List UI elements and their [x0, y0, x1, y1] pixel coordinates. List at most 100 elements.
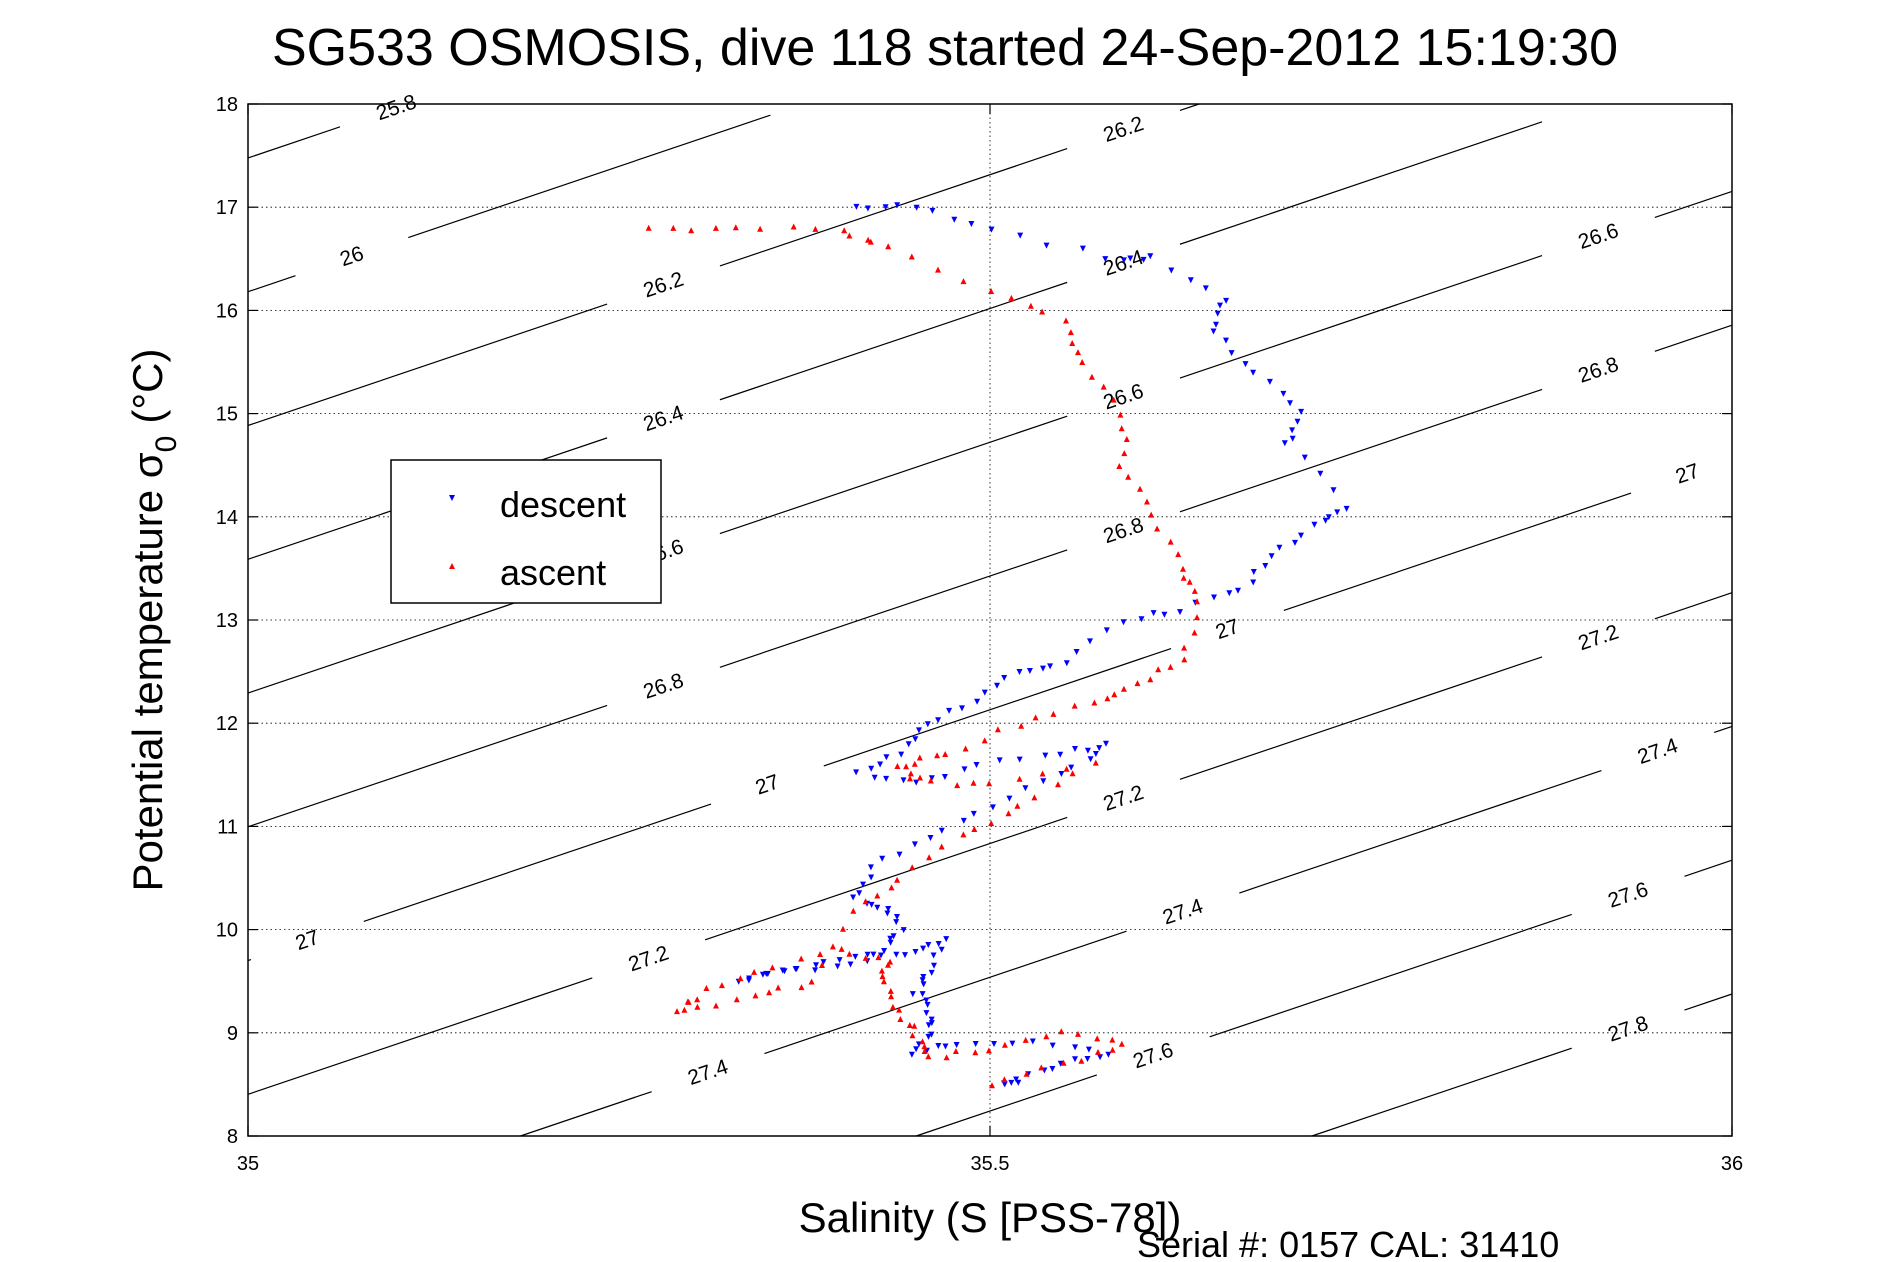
y-axis-label-unit: (°C)	[124, 349, 171, 424]
contour-line	[363, 803, 712, 923]
data-point-descent	[1211, 594, 1217, 601]
data-point-descent	[994, 682, 1000, 689]
data-point-ascent	[908, 253, 915, 260]
data-point-descent	[1280, 390, 1287, 397]
data-point-descent	[928, 1020, 935, 1027]
data-point-ascent	[907, 770, 914, 777]
data-point-descent	[902, 952, 908, 959]
contour-line	[915, 1074, 1098, 1137]
data-point-descent	[1040, 778, 1047, 785]
data-point-ascent	[1091, 699, 1098, 706]
data-point-ascent	[989, 1082, 995, 1089]
data-point-descent	[981, 689, 988, 696]
contour-line	[1179, 388, 1543, 513]
data-point-descent	[878, 952, 884, 959]
data-point-ascent	[867, 238, 874, 245]
data-point-ascent	[894, 763, 901, 769]
data-point-ascent	[943, 1054, 950, 1061]
contour-line	[823, 647, 1172, 767]
contour-line	[520, 1091, 652, 1137]
data-point-ascent	[862, 954, 869, 961]
data-point-ascent	[1014, 802, 1021, 809]
contour-line	[704, 816, 1068, 941]
data-point-descent	[864, 951, 871, 958]
data-point-descent	[874, 904, 881, 911]
data-point-descent	[925, 1033, 932, 1040]
data-point-ascent	[1016, 775, 1023, 782]
data-point-descent	[1016, 669, 1023, 675]
data-point-ascent	[819, 962, 825, 968]
data-point-ascent	[927, 777, 934, 784]
data-point-ascent	[1194, 614, 1200, 621]
data-point-descent	[1223, 297, 1230, 304]
data-point-ascent	[766, 989, 773, 996]
data-point-ascent	[1043, 1033, 1050, 1040]
data-point-descent	[820, 959, 827, 966]
data-point-ascent	[1027, 302, 1034, 309]
contour-line	[1179, 121, 1543, 245]
data-point-descent	[1047, 663, 1054, 670]
data-point-descent	[793, 966, 800, 972]
serial-calibration-footer: Serial #: 0157 CAL: 31410	[1137, 1224, 1559, 1262]
data-point-ascent	[888, 993, 895, 1000]
data-point-ascent	[1094, 1035, 1101, 1042]
contour-line	[719, 415, 1068, 535]
data-point-ascent	[1069, 770, 1076, 777]
x-tick-label: 35	[237, 1153, 259, 1175]
data-point-descent	[1072, 746, 1078, 752]
data-point-descent	[919, 991, 926, 998]
data-point-descent	[887, 935, 894, 942]
data-point-descent	[935, 1043, 942, 1049]
data-point-ascent	[757, 225, 764, 232]
data-point-ascent	[829, 943, 836, 950]
data-point-descent	[877, 761, 884, 768]
data-point-ascent	[1038, 1064, 1045, 1071]
y-tick-label: 17	[216, 197, 238, 219]
data-point-descent	[1087, 638, 1093, 645]
data-point-ascent	[888, 884, 895, 891]
data-point-ascent	[889, 1003, 896, 1010]
data-point-ascent	[718, 982, 725, 989]
data-point-descent	[928, 969, 935, 976]
data-point-ascent	[1088, 373, 1095, 380]
data-point-descent	[1294, 418, 1301, 425]
axis-ticks: 35 35.5 36 8 9 10 11 12 13 14 15 16 17 18	[216, 94, 1743, 1175]
data-point-descent	[1334, 509, 1341, 516]
data-point-descent	[881, 948, 888, 954]
data-point-descent	[879, 855, 886, 862]
data-point-descent	[1043, 242, 1050, 249]
contour-line	[719, 148, 1068, 267]
data-point-descent	[883, 754, 890, 761]
data-point-ascent	[737, 975, 744, 982]
data-point-ascent	[1181, 656, 1188, 663]
data-point-descent	[1084, 747, 1091, 754]
data-point-ascent	[874, 892, 881, 899]
data-point-ascent	[911, 760, 918, 767]
contour-line	[1179, 255, 1543, 379]
data-point-descent	[1049, 1066, 1056, 1072]
data-point-ascent	[1100, 383, 1107, 390]
data-point-ascent	[988, 820, 995, 827]
data-point-descent	[925, 1022, 932, 1029]
data-point-descent	[923, 997, 930, 1004]
data-point-descent	[885, 906, 892, 912]
data-point-descent	[928, 1016, 935, 1023]
data-point-ascent	[921, 1043, 928, 1050]
data-point-ascent	[732, 224, 739, 231]
data-point-descent	[1147, 253, 1154, 260]
x-axis-label: Salinity (S [PSS-78])	[799, 1194, 1182, 1241]
data-point-ascent	[1194, 598, 1200, 605]
data-point-ascent	[1031, 794, 1038, 801]
data-point-ascent	[688, 227, 695, 234]
data-point-ascent	[694, 1003, 701, 1010]
data-point-descent	[1097, 1054, 1104, 1061]
data-point-ascent	[1118, 1040, 1125, 1047]
data-point-ascent	[1180, 565, 1186, 572]
data-point-ascent	[841, 227, 848, 234]
data-point-ascent	[1075, 1030, 1081, 1037]
data-point-descent	[920, 945, 927, 952]
data-series	[645, 202, 1350, 1089]
data-point-descent	[850, 894, 857, 901]
data-point-descent	[853, 769, 860, 776]
data-point-ascent	[1137, 485, 1143, 492]
